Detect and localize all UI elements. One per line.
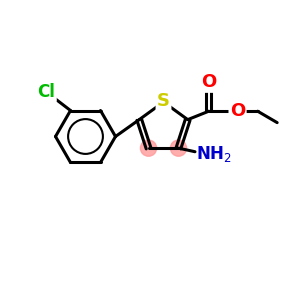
Text: NH$_2$: NH$_2$ — [196, 144, 232, 164]
Text: Cl: Cl — [38, 83, 56, 101]
Text: O: O — [230, 102, 245, 120]
Circle shape — [170, 140, 187, 156]
Circle shape — [140, 140, 157, 156]
Text: O: O — [201, 74, 216, 92]
Text: S: S — [157, 92, 170, 110]
